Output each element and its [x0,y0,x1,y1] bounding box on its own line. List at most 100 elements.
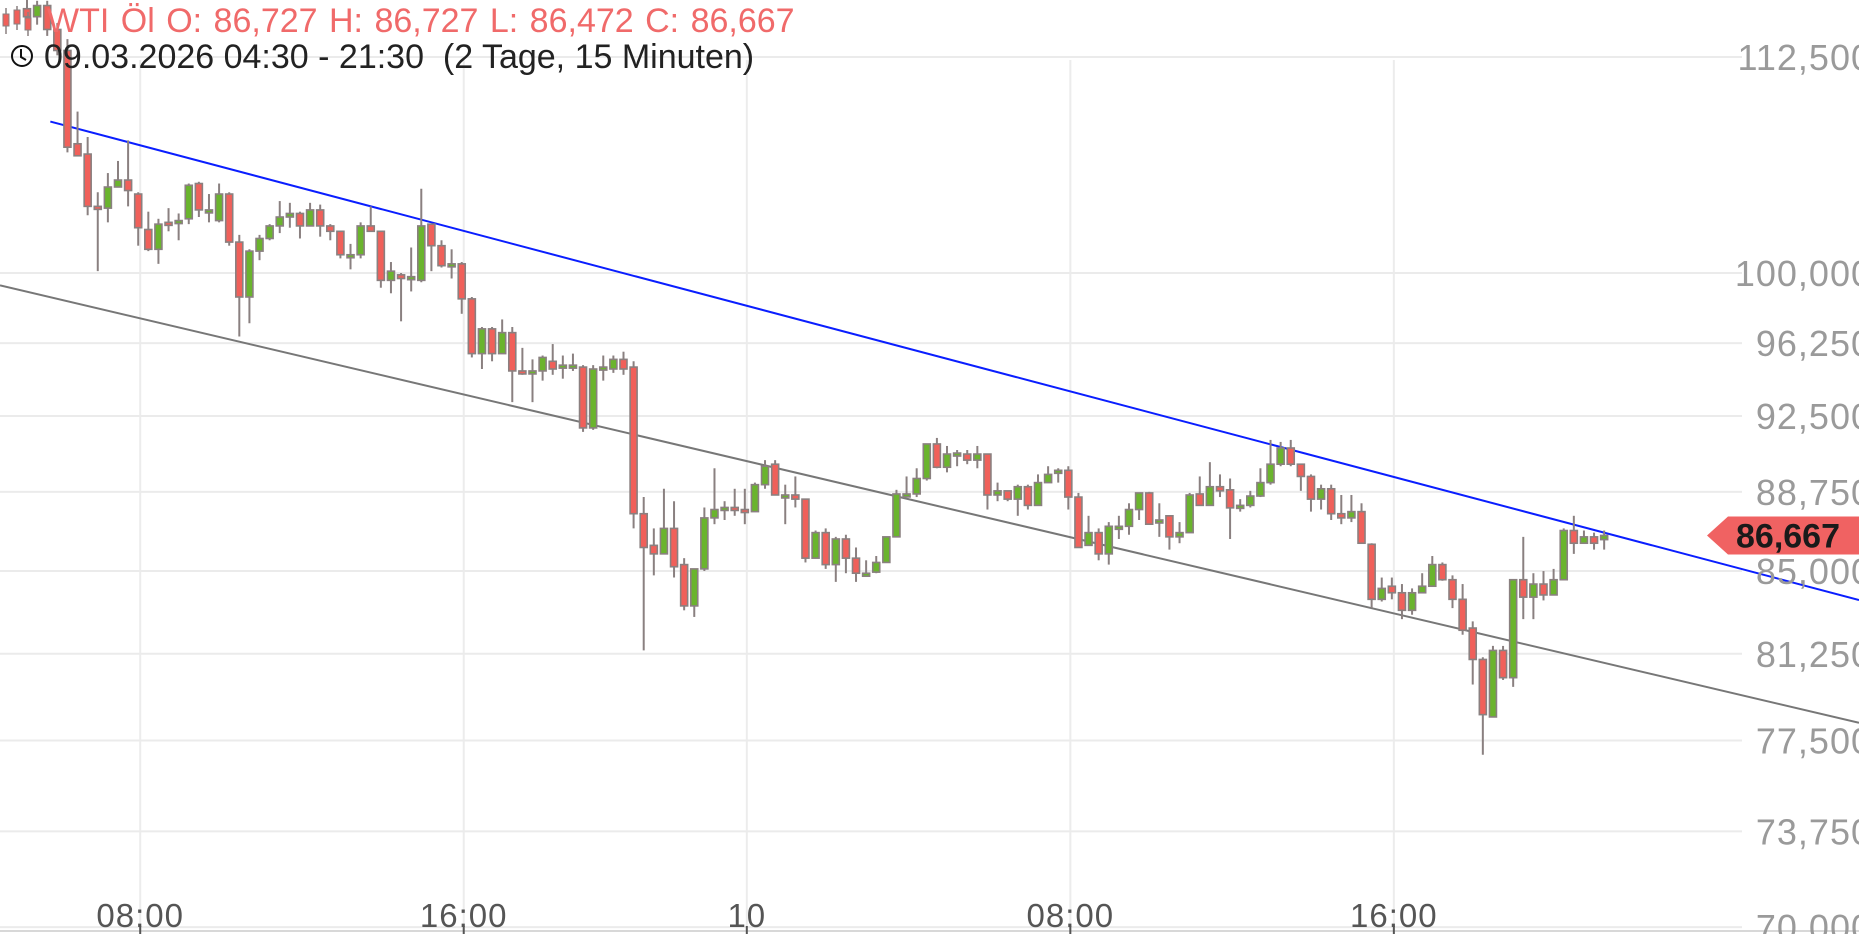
candle-down[interactable] [821,528,830,569]
candle-down[interactable] [1074,492,1083,549]
candle-down[interactable] [1448,575,1457,609]
candle-up[interactable] [255,234,264,261]
candle-down[interactable] [740,488,750,525]
candle-down[interactable] [487,326,497,362]
candle-up[interactable] [416,188,426,283]
candle-up[interactable] [831,536,841,582]
candle-up[interactable] [1124,503,1134,535]
candle-up[interactable] [113,160,123,188]
candle-up[interactable] [1407,588,1417,615]
candle-up[interactable] [912,468,921,498]
candle-up[interactable] [154,218,163,264]
candlestick-chart-icon[interactable] [0,6,36,36]
candle-up[interactable] [406,247,416,292]
candle-up[interactable] [1114,515,1124,539]
candle-up[interactable] [538,355,547,381]
candle-up[interactable] [1205,462,1215,507]
candle-up[interactable] [1529,573,1538,620]
candle-down[interactable] [144,211,153,252]
candle-down[interactable] [437,240,446,268]
candle-down[interactable] [841,534,851,574]
candle-down[interactable] [53,23,62,56]
candle-down[interactable] [325,224,335,241]
candle-down[interactable] [639,497,649,651]
candle-down[interactable] [851,547,861,582]
candle-up[interactable] [1134,492,1144,520]
candle-up[interactable] [346,243,355,270]
candle-up[interactable] [1256,468,1265,498]
candle-down[interactable] [578,365,588,432]
candle-down[interactable] [649,528,659,576]
candle-up[interactable] [700,507,709,572]
candle-up[interactable] [1235,499,1245,512]
candle-up[interactable] [892,489,901,538]
candle-down[interactable] [1367,543,1376,609]
candle-up[interactable] [902,476,911,498]
candle-down[interactable] [679,558,689,611]
candle-up[interactable] [477,326,487,370]
candle-down[interactable] [83,136,92,216]
candle-up[interactable] [922,443,932,481]
candle-up[interactable] [386,262,396,294]
candle-down[interactable] [962,450,972,465]
candle-up[interactable] [1488,645,1498,718]
candle-up[interactable] [184,183,194,225]
candle-up[interactable] [1246,490,1255,508]
candle-down[interactable] [1225,478,1235,539]
candle-down[interactable] [73,111,82,157]
candle-down[interactable] [983,453,992,510]
candle-down[interactable] [770,460,780,496]
candle-up[interactable] [1549,568,1558,596]
candle-up[interactable] [1599,530,1609,550]
candle-up[interactable] [447,249,456,279]
candle-down[interactable] [1337,494,1346,525]
candle-up[interactable] [1185,492,1194,534]
candle-down[interactable] [224,192,234,246]
candle-up[interactable] [760,460,770,489]
upper-trend-line[interactable] [50,120,1859,602]
candle-down[interactable] [1387,577,1397,600]
candle-up[interactable] [882,536,891,564]
candle-down[interactable] [518,347,527,375]
candle-up[interactable] [356,222,365,259]
candle-down[interactable] [1003,490,1012,502]
candle-up[interactable] [305,202,315,227]
candle-up[interactable] [750,482,760,513]
candle-up[interactable] [558,355,568,379]
candle-up[interactable] [588,365,598,430]
candle-down[interactable] [1195,476,1205,507]
candle-down[interactable] [93,192,103,272]
candle-up[interactable] [659,488,669,555]
candle-down[interactable] [164,208,173,232]
candle-up[interactable] [1175,522,1184,544]
candle-up[interactable] [32,0,42,25]
candle-up[interactable] [811,530,820,559]
price-axis[interactable]: 112,500 100,000 96,250 92,500 88,750 85,000 81… [1735,37,1859,934]
candle-up[interactable] [204,194,214,223]
candle-down[interactable] [1438,562,1447,581]
trend-lines[interactable] [0,120,1859,724]
candle-up[interactable] [275,201,285,234]
candle-up[interactable] [1417,573,1427,594]
candle-up[interactable] [942,445,952,473]
candle-down[interactable] [63,39,72,153]
candle-down[interactable] [457,262,467,314]
candle-down[interactable] [194,181,204,218]
candle-up[interactable] [720,501,729,520]
candle-down[interactable] [629,361,638,529]
candle-up[interactable] [1347,494,1356,523]
candle-down[interactable] [1064,466,1073,510]
candle-up[interactable] [861,560,871,578]
candle-up[interactable] [1427,556,1437,588]
candle-down[interactable] [1498,645,1508,680]
candle-up[interactable] [871,556,881,574]
candle-down[interactable] [235,234,244,337]
candle-down[interactable] [1589,532,1599,550]
candle-down[interactable] [1286,439,1296,467]
candle-down[interactable] [295,211,305,239]
candle-down[interactable] [336,230,345,259]
candle-up[interactable] [780,484,790,525]
candle-down[interactable] [548,344,558,375]
candle-up[interactable] [174,213,183,241]
